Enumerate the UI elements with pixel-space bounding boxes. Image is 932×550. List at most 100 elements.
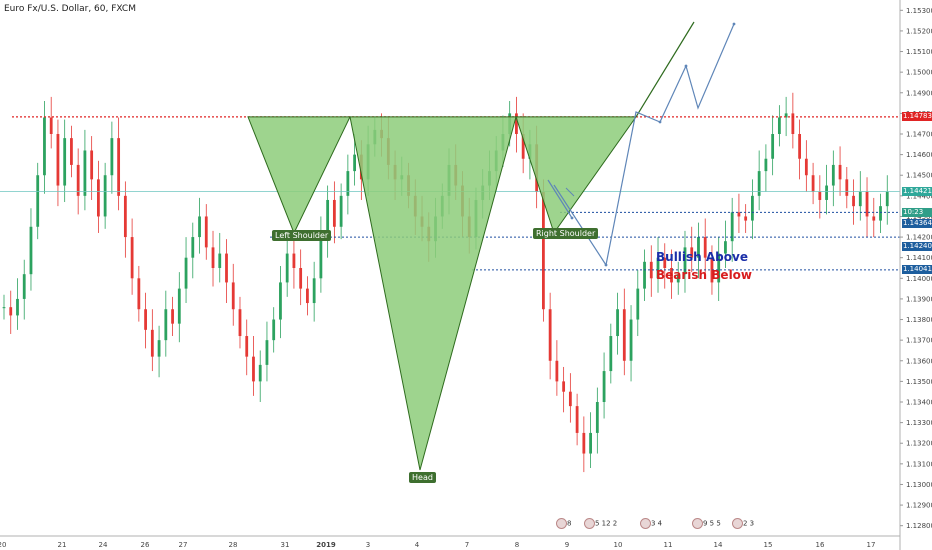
candle-body (184, 257, 188, 289)
y-tick-label: 1.15100 (906, 48, 932, 56)
candle-body (582, 432, 586, 454)
candle-body (562, 381, 566, 392)
candle-body (710, 257, 714, 283)
bearish-annotation: Bearish Below (656, 268, 753, 282)
candle-body (845, 179, 849, 196)
price-tag: 1.14421 (902, 187, 932, 197)
candle-body (252, 356, 255, 382)
candle-body (690, 247, 694, 258)
projection-path-secondary (547, 179, 573, 219)
y-tick-label: 1.13000 (906, 481, 932, 489)
candle-body (636, 288, 640, 320)
x-tick-label: 4 (415, 541, 420, 549)
y-tick-label: 1.13400 (906, 399, 932, 407)
candle-body (117, 138, 121, 196)
y-tick-label: 1.14900 (906, 89, 932, 97)
head-label: Head (409, 472, 436, 483)
candle-body (757, 171, 761, 196)
candle-body (211, 247, 215, 268)
economic-event-icon[interactable]: 8 (556, 518, 571, 529)
candle-body (548, 309, 552, 361)
candle-body (858, 191, 862, 207)
candle-body (312, 278, 316, 304)
candle-body (191, 237, 195, 258)
x-tick-label: 17 (867, 541, 876, 549)
candle-body (656, 257, 660, 279)
x-tick-label: 14 (714, 541, 723, 549)
candle-body (332, 199, 336, 227)
x-tick-label: 21 (58, 541, 67, 549)
candle-body (555, 360, 559, 382)
candle-body (56, 134, 60, 186)
arrow-node (658, 120, 662, 124)
candle-body (616, 309, 619, 337)
candle-body (198, 216, 201, 238)
candle-body (751, 195, 754, 221)
candle-body (703, 237, 707, 258)
candle-body (852, 195, 855, 207)
economic-event-icon[interactable]: 3 4 (640, 518, 663, 529)
bullish-annotation: Bullish Above (656, 250, 748, 264)
price-tag: 10:23 (902, 207, 932, 217)
arrow-node (732, 22, 736, 26)
candle-body (22, 274, 26, 299)
x-tick-label: 16 (816, 541, 825, 549)
candle-body (353, 154, 357, 172)
candle-body (231, 282, 235, 310)
candle-body (346, 171, 350, 196)
candle-body (629, 319, 633, 361)
candle-body (265, 340, 269, 365)
candle-body (36, 175, 40, 227)
x-tick-label: 26 (141, 541, 150, 549)
chart-title: Euro Fx/U.S. Dollar, 60, FXCM (4, 4, 136, 14)
candle-body (76, 164, 80, 196)
x-tick-label: 27 (179, 541, 188, 549)
candle-body (575, 406, 579, 433)
flag-icon (556, 518, 567, 529)
price-axis: 1.153001.152001.151001.150001.149001.148… (899, 0, 932, 550)
candle-body (2, 307, 6, 309)
candle-body (811, 175, 815, 192)
flag-icon (640, 518, 651, 529)
arrow-node (570, 216, 574, 220)
candle-body (737, 212, 741, 217)
candle-body (589, 432, 592, 454)
x-tick-label: 24 (99, 541, 108, 549)
y-tick-label: 1.15300 (906, 7, 932, 15)
economic-event-icon[interactable]: 9 5 5 (692, 518, 721, 529)
candle-body (568, 391, 572, 407)
candle-body (171, 309, 174, 324)
economic-event-icon[interactable]: 5 12 2 (584, 518, 617, 529)
candle-body (137, 278, 141, 310)
event-count: 3 4 (651, 519, 663, 528)
right-shoulder-label: Right Shoulder (533, 228, 599, 239)
flag-icon (692, 518, 703, 529)
candle-body (879, 206, 882, 221)
candle-body (831, 164, 835, 186)
candle-body (83, 150, 87, 196)
y-tick-label: 1.13900 (906, 295, 932, 303)
candle-body (541, 191, 545, 310)
candle-body (804, 158, 808, 176)
arrow-node (604, 263, 608, 267)
y-tick-label: 1.13100 (906, 460, 932, 468)
x-tick-label: 28 (229, 541, 238, 549)
x-tick-label: 7 (465, 541, 469, 549)
candle-body (157, 340, 161, 357)
candle-body (130, 237, 134, 279)
economic-event-icon[interactable]: 2 3 (732, 518, 754, 529)
candle-body (717, 253, 721, 283)
candle-body (872, 216, 876, 221)
candle-body (865, 191, 869, 217)
candle-body (609, 336, 613, 372)
candle-body (838, 164, 842, 180)
candle-body (177, 288, 181, 324)
candle-body (771, 134, 775, 159)
candle-body (676, 274, 680, 283)
flag-icon (584, 518, 595, 529)
price-tag: 1.14783 (902, 112, 932, 122)
candle-body (285, 253, 289, 283)
candle-body (724, 241, 727, 254)
candle-body (29, 226, 33, 275)
